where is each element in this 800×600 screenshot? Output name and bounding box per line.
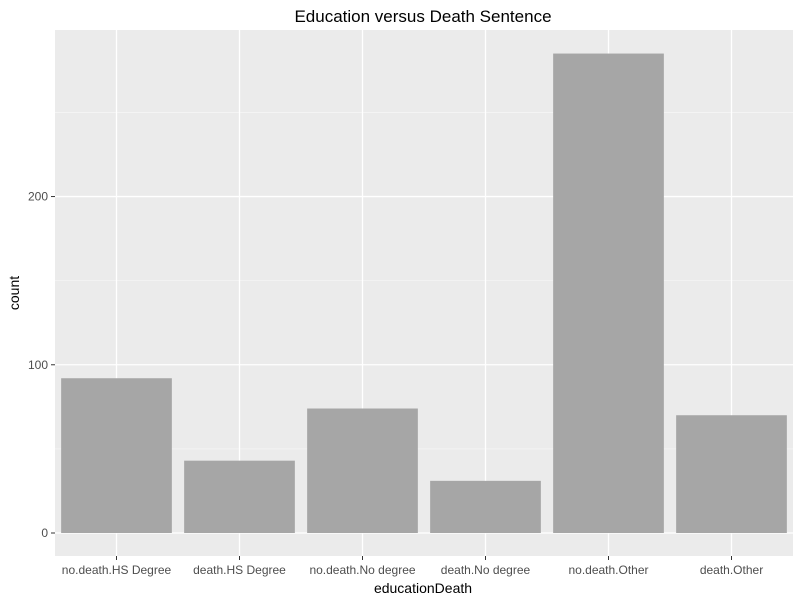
x-tick-label: no.death.Other bbox=[568, 563, 648, 577]
y-axis-title: count bbox=[6, 276, 22, 310]
bar-series bbox=[61, 53, 787, 533]
x-axis-title: educationDeath bbox=[374, 580, 472, 596]
x-tick-label: death.Other bbox=[700, 563, 763, 577]
x-tick-label: no.death.No degree bbox=[309, 563, 415, 577]
bar-death-hs-degree bbox=[184, 460, 295, 533]
y-tick-label: 0 bbox=[41, 526, 48, 540]
minor-gridlines bbox=[55, 112, 793, 450]
x-tick-label: no.death.HS Degree bbox=[62, 563, 172, 577]
plot-panel bbox=[55, 30, 793, 556]
y-tick-label: 100 bbox=[28, 358, 48, 372]
bar-no-death-no-degree bbox=[307, 408, 418, 533]
bar-death-no-degree bbox=[430, 480, 541, 533]
bar-no-death-other bbox=[553, 53, 664, 533]
x-axis: no.death.HS Degree death.HS Degree no.deat… bbox=[62, 556, 763, 577]
y-axis: 0 100 200 bbox=[28, 190, 55, 540]
bar-no-death-hs-degree bbox=[61, 378, 172, 533]
x-tick-label: death.HS Degree bbox=[193, 563, 286, 577]
x-tick-label: death.No degree bbox=[441, 563, 531, 577]
bar-death-other bbox=[676, 415, 787, 533]
chart-title: Education versus Death Sentence bbox=[294, 7, 551, 26]
y-tick-label: 200 bbox=[28, 190, 48, 204]
